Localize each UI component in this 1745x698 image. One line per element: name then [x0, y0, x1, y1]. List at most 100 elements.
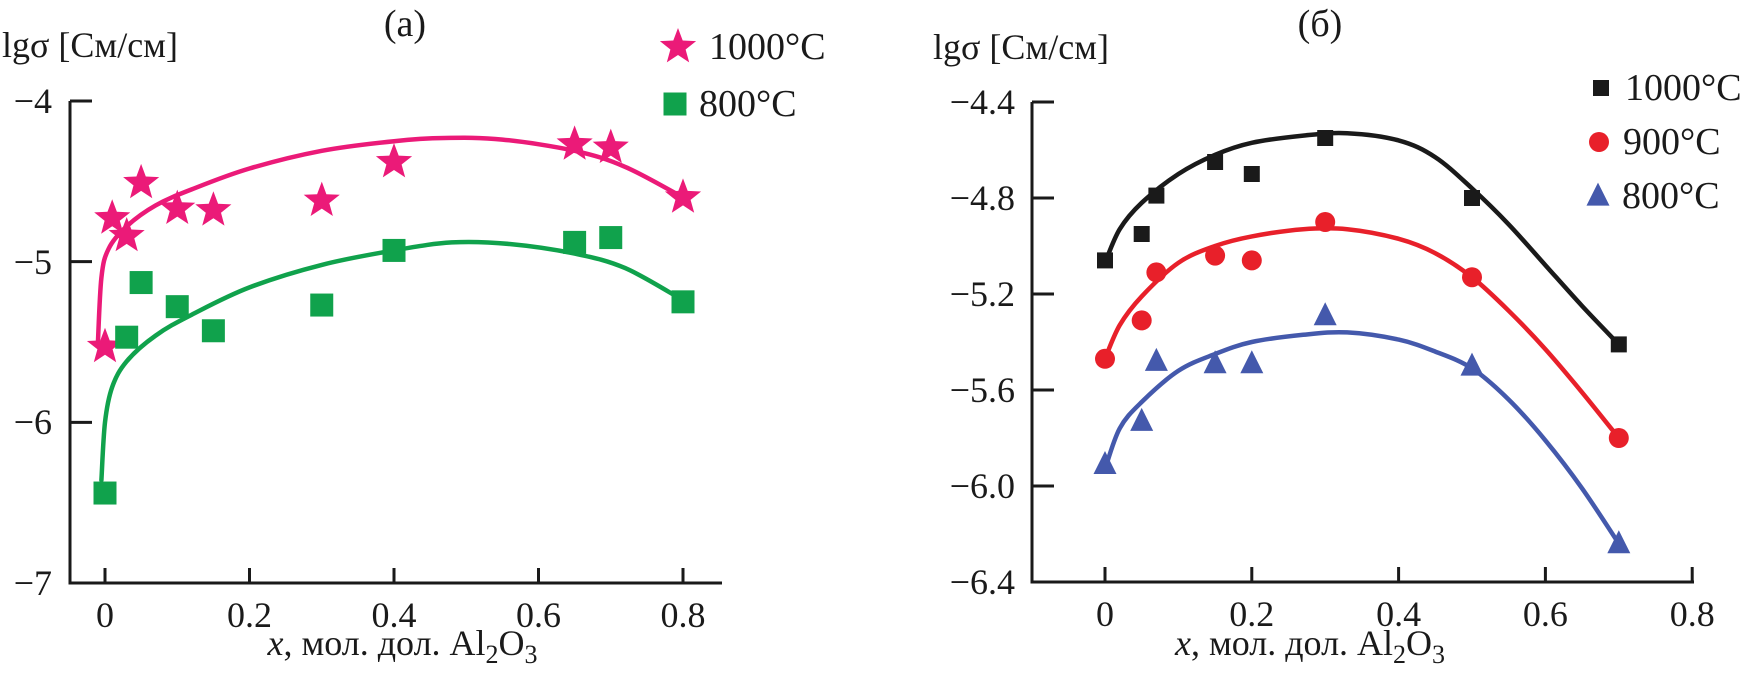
panel-a-label: (а) — [383, 3, 427, 45]
data-point-star — [195, 191, 232, 226]
circle-icon — [1584, 127, 1614, 157]
x-tick-label: 0.8 — [1669, 594, 1715, 634]
data-point-circle — [1241, 250, 1262, 271]
data-point-circle — [1095, 348, 1115, 369]
data-point-star — [108, 217, 145, 252]
x-axis-title-segment: 3 — [1432, 640, 1446, 670]
data-point-circle — [1205, 245, 1226, 266]
data-point-square — [382, 238, 406, 262]
data-point-triangle — [1586, 182, 1610, 206]
data-point-triangle — [1093, 451, 1117, 475]
trend-curve-1000°C — [1102, 130, 1622, 347]
data-point-square — [663, 92, 687, 116]
y-axis-title-panel-b: lgσ [См/см] — [933, 27, 1109, 67]
data-point-square — [1464, 190, 1480, 206]
data-point-square — [671, 290, 695, 314]
data-point-star — [592, 128, 629, 163]
data-point-square — [1610, 336, 1627, 353]
data-point-square — [1243, 166, 1260, 182]
data-point-circle — [1608, 428, 1629, 448]
legend-label: 800°C — [699, 83, 797, 125]
data-point-square — [599, 226, 623, 250]
data-point-square — [1148, 187, 1165, 204]
data-point-triangle — [1130, 407, 1154, 431]
x-tick-label: 0.2 — [227, 595, 272, 635]
data-point-square — [1207, 154, 1224, 170]
y-tick-label: −4 — [13, 81, 52, 121]
data-point-circle — [1462, 267, 1482, 288]
y-tick-label: −5.2 — [949, 274, 1015, 314]
legend-marker-svg — [1593, 80, 1609, 96]
data-point-triangle — [1203, 350, 1227, 374]
data-point-circle — [1131, 310, 1152, 331]
data-point-square — [1097, 252, 1113, 269]
y-tick-label: −5.6 — [949, 370, 1015, 410]
legend-label: 1000°C — [709, 26, 826, 68]
data-point-triangle — [1460, 352, 1484, 376]
x-axis-title-segment: 3 — [524, 640, 538, 670]
x-tick-label: 0 — [1096, 594, 1114, 634]
data-point-square — [310, 293, 334, 317]
legend-marker-svg — [659, 28, 697, 63]
y-tick-label: −4.8 — [949, 178, 1015, 218]
data-point-star — [303, 181, 340, 216]
trend-curve-800°C — [99, 239, 686, 483]
x-axis-title-segment: O — [498, 623, 525, 663]
data-point-square — [563, 230, 587, 254]
x-tick-label: 0.2 — [1229, 594, 1275, 634]
data-point-square — [93, 481, 117, 505]
y-tick-label: −6.0 — [949, 466, 1015, 506]
legend-item-900c-panel-b: 900°C — [1584, 121, 1721, 163]
x-tick-label: 0.6 — [516, 595, 561, 635]
y-tick-label: −4.4 — [949, 82, 1015, 122]
data-point-square — [1593, 80, 1609, 96]
data-point-star — [659, 28, 697, 63]
data-point-star — [664, 178, 702, 213]
x-tick-label: 0 — [96, 595, 114, 635]
x-tick-label: 0.8 — [660, 595, 706, 635]
legend-marker-svg — [1589, 132, 1609, 152]
data-point-star — [375, 143, 413, 178]
x-tick-label: 0.4 — [1376, 594, 1422, 634]
panel-b-label: (б) — [1297, 3, 1343, 45]
legend-item-1000c-panel-a: 1000°C — [656, 24, 826, 70]
data-point-star — [86, 327, 124, 363]
data-point-circle — [1315, 212, 1336, 232]
legend-item-1000c-panel-b: 1000°C — [1586, 67, 1742, 109]
data-point-star — [556, 125, 593, 160]
x-tick-label: 0.6 — [1522, 594, 1568, 634]
trend-curve-900°C — [1102, 225, 1622, 441]
legend-marker-svg — [663, 92, 687, 116]
y-tick-label: −5 — [13, 241, 52, 282]
x-tick-label: 0.4 — [371, 595, 417, 635]
legend-item-800c-panel-a: 800°C — [660, 83, 797, 125]
data-point-square — [165, 295, 189, 319]
x-axis-title-segment: x — [267, 623, 284, 663]
y-tick-label: −7 — [13, 563, 52, 603]
star-icon — [656, 25, 700, 69]
y-tick-label: −6 — [13, 402, 52, 443]
x-axis-title-segment: 2 — [1393, 640, 1407, 670]
data-point-square — [129, 271, 153, 295]
data-point-star — [123, 163, 160, 199]
x-axis-title-segment: , мол. дол. Al — [1190, 623, 1394, 663]
data-point-star — [159, 189, 196, 224]
data-point-star — [94, 199, 131, 234]
axis-line — [68, 101, 722, 585]
legend-marker-svg — [1586, 182, 1610, 206]
legend-item-800c-panel-b: 800°C — [1583, 175, 1720, 217]
data-point-triangle — [1313, 302, 1337, 326]
x-axis-title-panel-a: x, мол. дол. Al2O3 — [230, 622, 575, 670]
data-point-circle — [1146, 262, 1167, 283]
data-point-square — [1133, 226, 1150, 242]
legend-label: 900°C — [1623, 121, 1721, 163]
data-point-triangle — [1144, 347, 1168, 371]
y-tick-label: −6.4 — [949, 562, 1015, 602]
x-axis-title-segment: 2 — [485, 640, 499, 670]
legend-label: 800°C — [1622, 175, 1720, 217]
x-axis-title-segment: x — [1174, 623, 1191, 663]
data-point-square — [1317, 130, 1334, 146]
square-icon — [1586, 73, 1616, 103]
